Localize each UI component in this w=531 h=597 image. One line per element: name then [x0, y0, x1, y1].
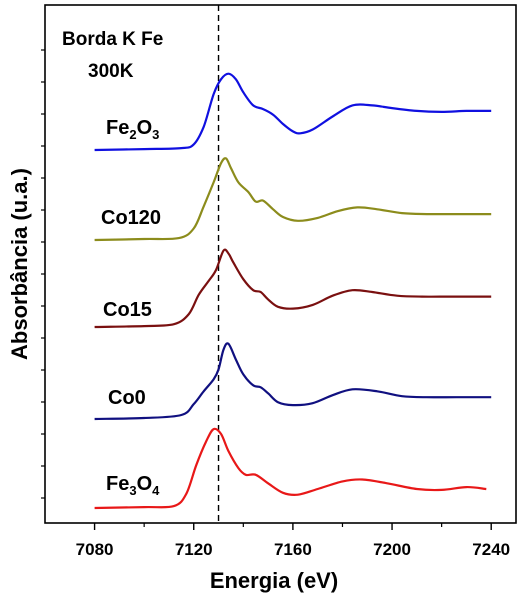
x-ticks-group: 7080 7120 7160 7200 7240	[76, 523, 510, 559]
series-label-fe2o3: Fe2O3	[106, 117, 159, 142]
series-line-co15	[94, 248, 492, 329]
series-line-co0	[94, 342, 492, 421]
x-tick-label: 7160	[274, 540, 312, 559]
series-label-co15: Co15	[103, 299, 152, 321]
series-group	[94, 72, 492, 510]
series-label-fe3o4: Fe3O4	[106, 473, 160, 498]
series-label-co120: Co120	[101, 207, 161, 229]
series-label-co0: Co0	[108, 387, 146, 409]
series-line-co120	[94, 157, 492, 242]
annotation-temperature: 300K	[88, 61, 134, 82]
y-axis-title: Absorbância (u.a.)	[7, 168, 32, 360]
plot-frame	[44, 4, 517, 524]
x-tick-label: 7080	[76, 540, 114, 559]
series-line-fe3o4	[94, 427, 487, 510]
x-axis-title: Energia (eV)	[210, 568, 338, 593]
series-line-fe2o3	[94, 72, 492, 152]
x-tick-label: 7120	[175, 540, 213, 559]
x-tick-label: 7240	[472, 540, 510, 559]
series-labels-group: Fe2O3 Co120 Co15 Co0 Fe3O4	[101, 117, 161, 498]
annotation-edge: Borda K Fe	[62, 29, 163, 50]
x-tick-label: 7200	[373, 540, 411, 559]
y-ticks-group	[41, 49, 45, 499]
